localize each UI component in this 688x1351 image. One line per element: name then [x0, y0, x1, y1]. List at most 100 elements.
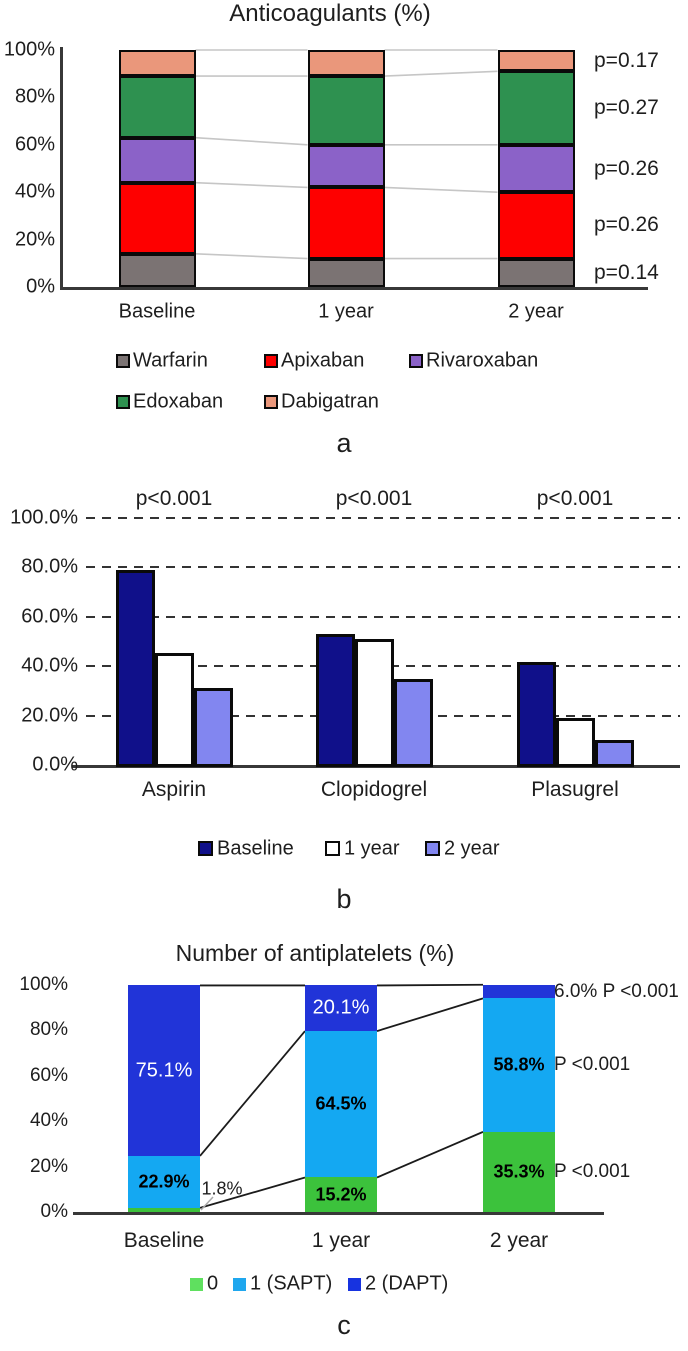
y-tick-label: 40% — [14, 180, 55, 203]
bar-segment-apixaban — [497, 192, 575, 259]
bar-segment-1-(sapt) — [483, 998, 555, 1132]
p-value-label: p=0.17 — [594, 48, 659, 72]
bar-segment-warfarin — [307, 258, 385, 287]
legend-swatch-1-sapt- — [233, 1277, 246, 1291]
y-tick-label: 100% — [19, 974, 68, 995]
bar-baseline — [315, 634, 355, 767]
y-tick-label: 40% — [29, 1110, 68, 1132]
chart-a-title: Anticoagulants (%) — [229, 0, 431, 27]
legend-swatch-baseline — [198, 841, 213, 856]
category-label: 2 year — [508, 300, 564, 323]
y-tick-label: 80% — [14, 85, 55, 108]
legend-label: Apixaban — [281, 349, 365, 372]
category-label: Baseline — [123, 1229, 205, 1252]
bar-segment-apixaban — [307, 187, 385, 259]
bar-segment-edoxaban — [118, 76, 196, 138]
bar-segment-0 — [305, 1177, 377, 1212]
bar-segment-warfarin — [118, 253, 196, 287]
segment-value-label: 64.5% — [315, 1093, 367, 1114]
legend-swatch-dabigatran — [264, 395, 278, 409]
bar-segment-apixaban — [118, 182, 196, 254]
category-label: Aspirin — [141, 778, 207, 801]
bar-segment-rivaroxaban — [307, 144, 385, 188]
p-value-label: p=0.26 — [594, 156, 659, 180]
legend-label: 2 year — [444, 837, 500, 860]
bar-segment-2-(dapt) — [483, 984, 555, 999]
y-tick-label: 60% — [14, 133, 55, 156]
legend-swatch-edoxaban — [116, 395, 130, 409]
bar-segment-2-(dapt) — [305, 985, 377, 1032]
bar-1-year — [555, 718, 595, 767]
legend-swatch-2-dapt- — [348, 1277, 361, 1291]
bar-segment-dabigatran — [118, 50, 196, 77]
y-tick-label: 60% — [29, 1064, 68, 1086]
segment-value-label: 35.3% — [493, 1161, 545, 1182]
y-tick-label: 100% — [3, 38, 55, 61]
bar-2-year — [594, 740, 634, 767]
bar-segment-1-(sapt) — [305, 1031, 377, 1178]
bar-segment-edoxaban — [307, 76, 385, 145]
bar-2-year — [193, 688, 233, 767]
chart-c-title: Number of antiplatelets (%) — [175, 940, 455, 966]
legend-label: 2 (DAPT) — [365, 1272, 449, 1295]
segment-value-label: 20.1% — [312, 996, 370, 1019]
legend-label: 1 (SAPT) — [250, 1272, 333, 1295]
bar-baseline — [516, 662, 556, 767]
y-axis-line — [60, 47, 63, 290]
gridline — [86, 615, 680, 618]
bar-segment-0 — [483, 1131, 555, 1212]
legend-label: Baseline — [217, 837, 294, 860]
panel-label-c: c — [337, 1310, 351, 1340]
y-tick-label: 20.0% — [21, 704, 78, 727]
bar-2-year — [393, 678, 433, 767]
bar-baseline — [115, 569, 155, 767]
y-tick-label: 100.0% — [10, 506, 78, 529]
connector-line — [376, 983, 484, 987]
panel-label-a: a — [336, 428, 352, 458]
legend-label: 1 year — [344, 837, 400, 860]
connector-line — [199, 1176, 306, 1209]
panel-label-b: b — [336, 884, 352, 914]
group-p-value-label: p<0.001 — [536, 487, 614, 510]
legend-swatch-warfarin — [116, 354, 130, 368]
legend-label: Warfarin — [133, 349, 208, 372]
bar-segment-rivaroxaban — [118, 137, 196, 183]
gridline — [86, 566, 680, 569]
legend-swatch-1-year — [325, 841, 340, 856]
group-p-value-label: p<0.001 — [335, 487, 413, 510]
segment-value-label: 15.2% — [315, 1184, 367, 1205]
y-tick-label: 20% — [29, 1155, 68, 1177]
category-label: Clopidogrel — [320, 778, 428, 801]
legend-swatch-0 — [190, 1277, 203, 1291]
segment-value-label: 58.8% — [493, 1054, 545, 1075]
connector-line — [376, 997, 484, 1032]
y-tick-label: 40.0% — [21, 654, 78, 677]
category-label: 1 year — [311, 1229, 371, 1252]
legend-label: 0 — [207, 1272, 219, 1295]
legend-swatch-2-year — [425, 841, 440, 856]
connector-line — [195, 253, 308, 260]
segment-value-label: 75.1% — [135, 1059, 193, 1082]
bar-segment-dabigatran — [307, 50, 385, 77]
legend-swatch-apixaban — [264, 354, 278, 368]
bar-segment-warfarin — [497, 258, 575, 287]
y-tick-label: 0.0% — [32, 753, 78, 776]
connector-line — [376, 1131, 484, 1179]
bar-1-year — [154, 652, 194, 767]
category-label: 1 year — [318, 300, 374, 323]
category-label: 2 year — [489, 1229, 549, 1252]
segment-value-label: 22.9% — [138, 1171, 190, 1192]
right-annotation: 6.0% P <0.001 — [554, 980, 679, 1002]
category-label: Plasugrel — [531, 778, 619, 801]
bar-1-year — [354, 639, 394, 767]
right-annotation: P <0.001 — [554, 1160, 631, 1182]
group-p-value-label: p<0.001 — [135, 487, 213, 510]
legend-label: Rivaroxaban — [426, 349, 539, 372]
connector-line — [195, 136, 308, 146]
bar-segment-0 — [128, 1207, 200, 1212]
x-axis-line — [73, 1212, 604, 1215]
p-value-label: p=0.26 — [594, 213, 659, 237]
y-tick-label: 0% — [26, 275, 55, 298]
